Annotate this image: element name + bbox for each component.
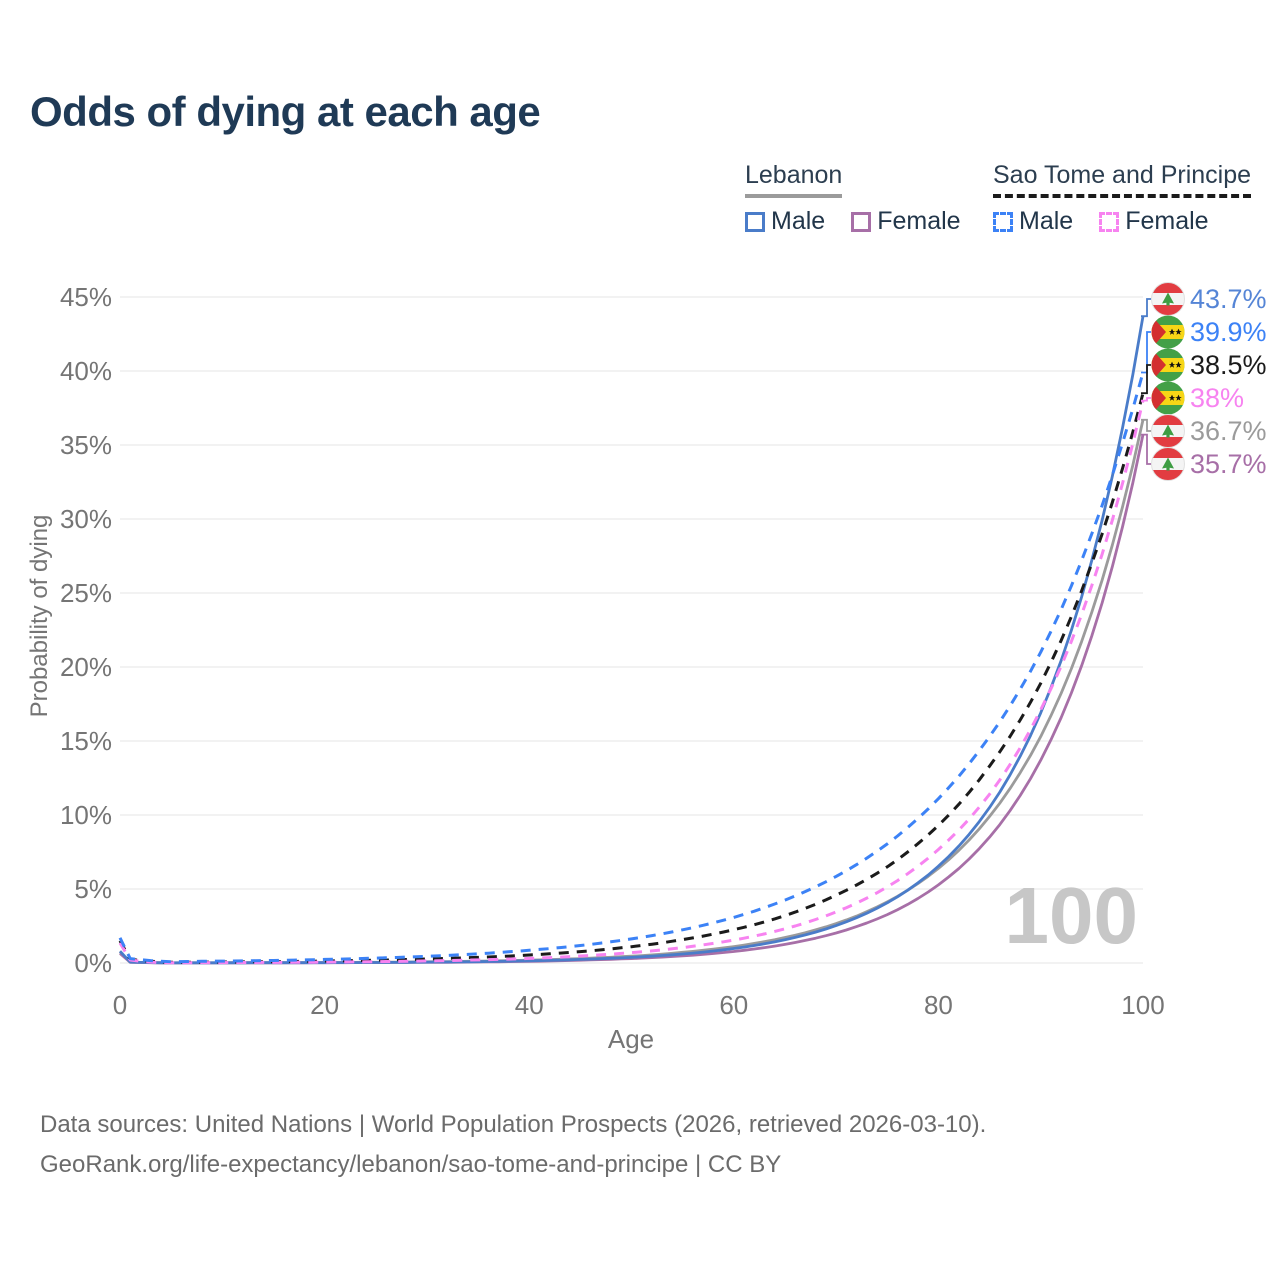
legend-items-sao-tome: Male Female (993, 207, 1251, 236)
x-tick-label: 60 (719, 990, 748, 1020)
y-axis-title: Probability of dying (26, 515, 53, 718)
series-line-sao-tome-and-principe-male[interactable] (118, 372, 1145, 964)
sao-tome-female-swatch-icon (1099, 211, 1120, 232)
y-tick-label: 10% (60, 800, 112, 830)
end-labels: 43.7%39.9%38.5%38%36.7%35.7% (1141, 283, 1267, 481)
series-line-lebanon-male[interactable] (118, 315, 1145, 965)
end-label-value: 39.9% (1190, 317, 1267, 347)
legend-item-label: Female (877, 207, 961, 235)
x-tick-label: 100 (1121, 990, 1164, 1020)
legend-item-label: Female (1125, 207, 1209, 235)
end-label-connector (1141, 364, 1151, 395)
sao-tome-and-principe-flag-icon (1152, 382, 1185, 415)
y-tick-label: 20% (60, 652, 112, 682)
y-tick-label: 30% (60, 504, 112, 534)
legend-group-sao-tome: Sao Tome and Principe Male Female (993, 161, 1252, 236)
legend-item-sao-tome-male[interactable]: Male (993, 207, 1073, 236)
y-tick-label: 5% (74, 874, 112, 904)
x-tick-label: 40 (515, 990, 544, 1020)
y-tick-label: 15% (60, 726, 112, 756)
legend-item-lebanon-female[interactable]: Female (851, 207, 961, 236)
end-label-connector (1141, 433, 1151, 465)
sao-tome-male-swatch-icon (993, 211, 1013, 232)
x-tick-label: 20 (310, 990, 339, 1020)
end-label-connector (1141, 397, 1151, 402)
sao-tome-and-principe-flag-icon (1152, 349, 1185, 382)
legend-item-label: Male (1019, 207, 1074, 235)
sao-tome-and-principe-flag-icon (1152, 316, 1185, 349)
series-line-lebanon-female[interactable] (119, 434, 1145, 965)
data-sources-line: Data sources: United Nations | World Pop… (40, 1111, 987, 1138)
lebanon-flag-icon (1152, 283, 1185, 316)
lebanon-female-swatch-icon (851, 211, 872, 232)
end-label-connector (1141, 418, 1151, 432)
y-axis-tick-labels: 0% 5% 10% 15% 20% 25% 30% 35% 40% 45% (60, 282, 112, 978)
legend-item-label: Male (771, 207, 826, 235)
series-lines (118, 315, 1145, 965)
legend-item-sao-tome-female[interactable]: Female (1099, 207, 1209, 236)
y-tick-label: 35% (60, 430, 112, 460)
end-label-value: 43.7% (1190, 284, 1267, 314)
x-axis-tick-labels: 0 20 40 60 80 100 (113, 990, 1165, 1020)
lebanon-flag-icon (1152, 448, 1185, 481)
y-tick-label: 25% (60, 578, 112, 608)
legend-items-lebanon: Male Female (745, 207, 987, 236)
attribution-line: GeoRank.org/life-expectancy/lebanon/sao-… (40, 1151, 782, 1178)
legend-header-sao-tome[interactable]: Sao Tome and Principe (993, 161, 1252, 198)
legend-header-lebanon[interactable]: Lebanon (745, 161, 843, 198)
lebanon-flag-icon (1152, 415, 1185, 448)
series-line-lebanon-both-sexes[interactable] (119, 419, 1145, 965)
series-line-sao-tome-and-principe-female[interactable] (118, 400, 1145, 965)
y-tick-label: 0% (74, 948, 112, 978)
x-tick-label: 0 (113, 990, 127, 1020)
x-tick-label: 80 (924, 990, 953, 1020)
y-tick-label: 40% (60, 356, 112, 386)
end-label-value: 35.7% (1190, 449, 1267, 479)
end-label-connector (1141, 331, 1151, 374)
end-label-value: 38% (1190, 383, 1244, 413)
lebanon-male-swatch-icon (745, 211, 765, 232)
series-line-sao-tome-and-principe-both-sexes[interactable] (118, 392, 1145, 964)
footer: Data sources: United Nations | World Pop… (40, 1105, 986, 1185)
y-tick-label: 45% (60, 282, 112, 312)
end-label-connector (1141, 298, 1151, 318)
end-label-value: 38.5% (1190, 350, 1267, 380)
age-watermark: 100 (1005, 871, 1138, 960)
legend-item-lebanon-male[interactable]: Male (745, 207, 825, 236)
x-axis-title: Age (608, 1024, 654, 1054)
page-title: Odds of dying at each age (30, 88, 541, 135)
legend-group-lebanon: Lebanon Male Female (745, 161, 987, 236)
end-label-value: 36.7% (1190, 416, 1267, 446)
gridlines (120, 296, 1143, 964)
